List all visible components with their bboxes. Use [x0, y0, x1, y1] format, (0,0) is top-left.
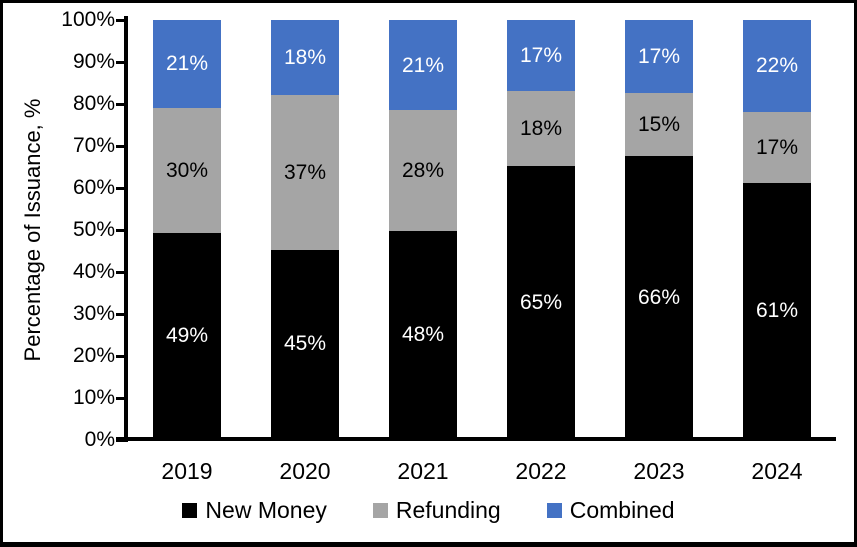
data-label: 18%: [283, 46, 327, 70]
y-tick-label: 40%: [72, 260, 115, 283]
segment-combined-2022: 17%: [507, 20, 575, 92]
x-tick-label-2023: 2023: [633, 458, 685, 484]
legend: New Money Refunding Combined: [3, 497, 854, 524]
legend-swatch-icon: [182, 503, 198, 518]
data-label: 30%: [165, 158, 209, 182]
y-tick-mark: [116, 19, 126, 22]
data-label: 21%: [165, 52, 209, 76]
y-tick-label: 10%: [72, 386, 115, 409]
bar-2022: 17% 18% 65%: [507, 20, 575, 438]
y-tick-label: 100%: [61, 8, 115, 31]
bar-2023: 17% 15% 66%: [625, 20, 693, 438]
y-tick-mark: [116, 145, 126, 148]
bar-2020: 18% 37% 45%: [271, 20, 339, 438]
bar-2019: 21% 30% 49%: [153, 20, 221, 438]
bar-2021: 21% 28% 48%: [389, 20, 457, 438]
segment-refunding-2023: 15%: [625, 92, 693, 157]
x-tick-label-2020: 2020: [279, 458, 331, 484]
bar-slot-2023: 17% 15% 66%: [600, 20, 718, 438]
y-tick-mark: [116, 397, 126, 400]
segment-new-money-2021: 48%: [389, 231, 457, 438]
y-tick-label: 0%: [84, 428, 115, 451]
data-label: 49%: [165, 324, 209, 348]
x-tick-label-2024: 2024: [751, 458, 803, 484]
data-label: 22%: [755, 54, 799, 78]
legend-label: Refunding: [395, 497, 501, 523]
y-tick-mark: [116, 187, 126, 190]
bar-slot-2021: 21% 28% 48%: [364, 20, 482, 438]
bar-2024: 22% 17% 61%: [743, 20, 811, 438]
data-label: 61%: [755, 298, 799, 322]
legend-label: Combined: [569, 497, 675, 523]
y-tick-mark: [116, 61, 126, 64]
segment-new-money-2019: 49%: [153, 233, 221, 438]
segment-refunding-2019: 30%: [153, 107, 221, 234]
data-label: 17%: [637, 44, 681, 68]
segment-combined-2023: 17%: [625, 20, 693, 93]
legend-item-refunding: Refunding: [372, 497, 501, 524]
data-label: 28%: [401, 159, 445, 183]
y-tick-mark: [116, 229, 126, 232]
plot-area: 21% 30% 49% 18% 37% 45% 21% 28% 48% 17% 18% 65% 17% 1…: [128, 20, 836, 438]
y-tick-label: 90%: [72, 50, 115, 73]
legend-item-new-money: New Money: [182, 497, 327, 524]
legend-swatch-icon: [546, 503, 562, 518]
segment-refunding-2022: 18%: [507, 91, 575, 167]
segment-new-money-2024: 61%: [743, 183, 811, 438]
y-tick-label: 50%: [72, 218, 115, 241]
segment-refunding-2020: 37%: [271, 95, 339, 250]
x-tick-label-2019: 2019: [161, 458, 213, 484]
x-axis-line: [116, 437, 836, 441]
y-tick-label: 30%: [72, 302, 115, 325]
segment-refunding-2021: 28%: [389, 110, 457, 232]
data-label: 45%: [283, 332, 327, 356]
segment-combined-2019: 21%: [153, 20, 221, 108]
x-tick-label-2021: 2021: [397, 458, 449, 484]
y-axis-line: [124, 16, 128, 442]
bar-slot-2024: 22% 17% 61%: [718, 20, 836, 438]
legend-item-combined: Combined: [546, 497, 675, 524]
y-tick-label: 20%: [72, 344, 115, 367]
data-label: 15%: [637, 112, 681, 136]
y-tick-mark: [116, 355, 126, 358]
bar-slot-2020: 18% 37% 45%: [246, 20, 364, 438]
y-tick-mark: [116, 313, 126, 316]
y-tick-mark: [116, 271, 126, 274]
data-label: 17%: [519, 44, 563, 68]
y-tick-label: 70%: [72, 134, 115, 157]
segment-new-money-2022: 65%: [507, 166, 575, 438]
data-label: 17%: [755, 135, 799, 159]
data-label: 21%: [401, 53, 445, 77]
legend-label: New Money: [205, 497, 327, 523]
segment-refunding-2024: 17%: [743, 111, 811, 183]
legend-swatch-icon: [372, 503, 388, 518]
segment-combined-2021: 21%: [389, 20, 457, 111]
data-label: 66%: [637, 285, 681, 309]
y-tick-label: 80%: [72, 92, 115, 115]
bar-slot-2019: 21% 30% 49%: [128, 20, 246, 438]
segment-combined-2024: 22%: [743, 20, 811, 112]
segment-combined-2020: 18%: [271, 20, 339, 96]
x-tick-label-2022: 2022: [515, 458, 567, 484]
bar-slot-2022: 17% 18% 65%: [482, 20, 600, 438]
data-label: 48%: [401, 323, 445, 347]
y-tick-mark: [116, 103, 126, 106]
segment-new-money-2020: 45%: [271, 249, 339, 438]
data-label: 18%: [519, 117, 563, 141]
y-tick-label: 60%: [72, 176, 115, 199]
segment-new-money-2023: 66%: [625, 156, 693, 438]
data-label: 65%: [519, 290, 563, 314]
data-label: 37%: [283, 161, 327, 185]
